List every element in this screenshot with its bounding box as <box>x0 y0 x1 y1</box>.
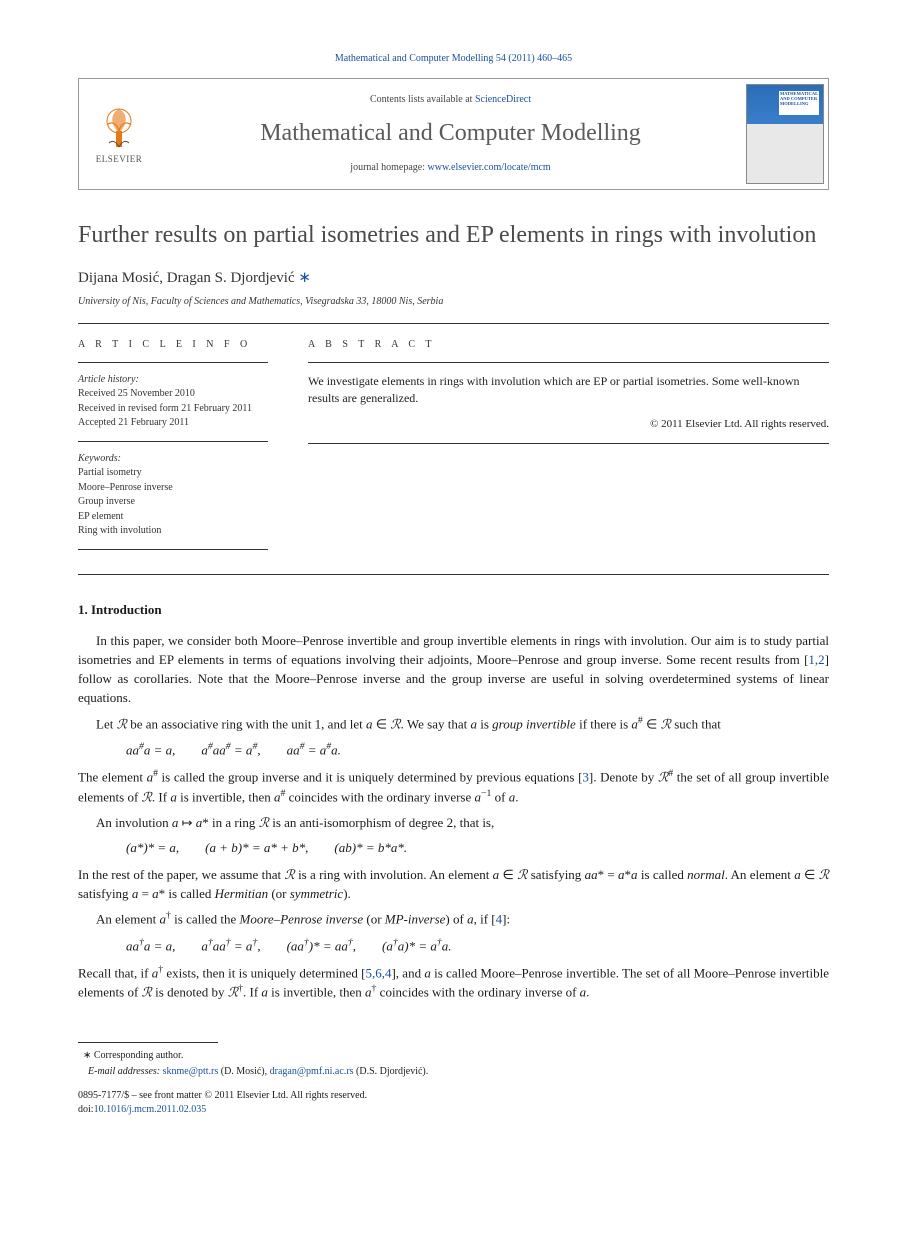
abstract-column: A B S T R A C T We investigate elements … <box>288 338 829 560</box>
doi-line: doi:10.1016/j.mcm.2011.02.035 <box>78 1103 829 1117</box>
author-2: Dragan S. Djordjević <box>167 270 299 286</box>
keyword-2: Moore–Penrose inverse <box>78 482 173 493</box>
article-title: Further results on partial isometries an… <box>78 220 829 250</box>
header-citation: Mathematical and Computer Modelling 54 (… <box>78 52 829 66</box>
keywords-label: Keywords: <box>78 453 121 464</box>
corresponding-author-footnote: ∗ Corresponding author. <box>78 1049 829 1063</box>
abstract-divider-bottom <box>308 443 829 444</box>
email-label: E-mail addresses: <box>88 1066 163 1077</box>
author-list: Dijana Mosić, Dragan S. Djordjević ∗ <box>78 268 829 289</box>
header-center: Contents lists available at ScienceDirec… <box>159 79 742 189</box>
journal-cover-cell: MATHEMATICAL AND COMPUTER MODELLING <box>742 79 828 189</box>
paragraph-6: An element a† is called the Moore–Penros… <box>78 909 829 929</box>
email-footnote: E-mail addresses: sknme@ptt.rs (D. Mosić… <box>78 1065 829 1079</box>
email-link-1[interactable]: sknme@ptt.rs <box>163 1066 219 1077</box>
cover-title-text: MATHEMATICAL AND COMPUTER MODELLING <box>780 92 818 107</box>
history-label: Article history: <box>78 374 139 385</box>
affiliation: University of Nis, Faculty of Sciences a… <box>78 295 829 309</box>
paragraph-3: The element a# is called the group inver… <box>78 767 829 806</box>
issn-line: 0895-7177/$ – see front matter © 2011 El… <box>78 1089 829 1103</box>
doi-label: doi: <box>78 1104 94 1115</box>
keyword-5: Ring with involution <box>78 525 161 536</box>
equation-1: aa#a = a, a#aa# = a#, aa# = a#a. <box>126 739 829 761</box>
email-link-2[interactable]: dragan@pmf.ni.ac.rs <box>270 1066 354 1077</box>
rule-bottom <box>78 574 829 575</box>
author-separator: , <box>159 270 167 286</box>
sciencedirect-link[interactable]: ScienceDirect <box>475 94 531 105</box>
publisher-logo-cell: ELSEVIER <box>79 79 159 189</box>
elsevier-tree-icon <box>95 103 143 151</box>
info-divider-1 <box>78 362 268 363</box>
ref-link-3[interactable]: 3 <box>582 770 589 785</box>
abstract-text: We investigate elements in rings with in… <box>308 373 829 408</box>
keywords-block: Keywords: Partial isometry Moore–Penrose… <box>78 452 268 539</box>
paragraph-1: In this paper, we consider both Moore–Pe… <box>78 631 829 708</box>
corr-label: ∗ Corresponding author. <box>83 1050 183 1061</box>
contents-available-line: Contents lists available at ScienceDirec… <box>167 93 734 107</box>
info-divider-2 <box>78 441 268 442</box>
homepage-prefix: journal homepage: <box>350 162 427 173</box>
page-container: Mathematical and Computer Modelling 54 (… <box>0 0 907 1157</box>
email-name-2: (D.S. Djordjević). <box>354 1066 429 1077</box>
paragraph-7: Recall that, if a† exists, then it is un… <box>78 963 829 1002</box>
paragraph-2: Let ℛ be an associative ring with the un… <box>78 714 829 734</box>
ref-link-1-2[interactable]: 1,2 <box>808 652 824 667</box>
doi-link[interactable]: 10.1016/j.mcm.2011.02.035 <box>94 1104 207 1115</box>
equation-3: aa†a = a, a†aa† = a†, (aa†)* = aa†, (a†a… <box>126 935 829 957</box>
article-info-column: A R T I C L E I N F O Article history: R… <box>78 338 288 560</box>
equation-2: (a*)* = a, (a + b)* = a* + b*, (ab)* = b… <box>126 838 829 859</box>
journal-name: Mathematical and Computer Modelling <box>167 117 734 151</box>
accepted-date: Accepted 21 February 2011 <box>78 417 189 428</box>
article-info-label: A R T I C L E I N F O <box>78 338 268 352</box>
article-history: Article history: Received 25 November 20… <box>78 373 268 431</box>
abstract-copyright: © 2011 Elsevier Ltd. All rights reserved… <box>308 417 829 432</box>
abstract-label: A B S T R A C T <box>308 338 829 352</box>
info-abstract-row: A R T I C L E I N F O Article history: R… <box>78 338 829 560</box>
keyword-1: Partial isometry <box>78 467 142 478</box>
paragraph-5: In the rest of the paper, we assume that… <box>78 865 829 903</box>
publisher-logo-label: ELSEVIER <box>96 153 143 166</box>
journal-homepage-link[interactable]: www.elsevier.com/locate/mcm <box>428 162 551 173</box>
email-name-1: (D. Mosić), <box>218 1066 269 1077</box>
received-date: Received 25 November 2010 <box>78 388 195 399</box>
author-1: Dijana Mosić <box>78 270 159 286</box>
keyword-4: EP element <box>78 511 123 522</box>
corresponding-author-mark[interactable]: ∗ <box>298 270 311 286</box>
section-1-heading: 1. Introduction <box>78 601 829 619</box>
journal-homepage-line: journal homepage: www.elsevier.com/locat… <box>167 161 734 175</box>
keyword-3: Group inverse <box>78 496 135 507</box>
journal-cover-thumbnail: MATHEMATICAL AND COMPUTER MODELLING <box>746 84 824 184</box>
journal-header-box: ELSEVIER Contents lists available at Sci… <box>78 78 829 190</box>
ref-link-4[interactable]: 4 <box>496 911 503 926</box>
info-divider-3 <box>78 549 268 550</box>
paragraph-4: An involution a ↦ a* in a ring ℛ is an a… <box>78 813 829 832</box>
footnote-separator <box>78 1042 218 1043</box>
revised-date: Received in revised form 21 February 201… <box>78 403 252 414</box>
ref-link-564[interactable]: 5,6,4 <box>365 965 391 980</box>
abstract-divider-top <box>308 362 829 363</box>
contents-prefix: Contents lists available at <box>370 94 475 105</box>
footer-meta: 0895-7177/$ – see front matter © 2011 El… <box>78 1089 829 1117</box>
rule-top <box>78 323 829 324</box>
